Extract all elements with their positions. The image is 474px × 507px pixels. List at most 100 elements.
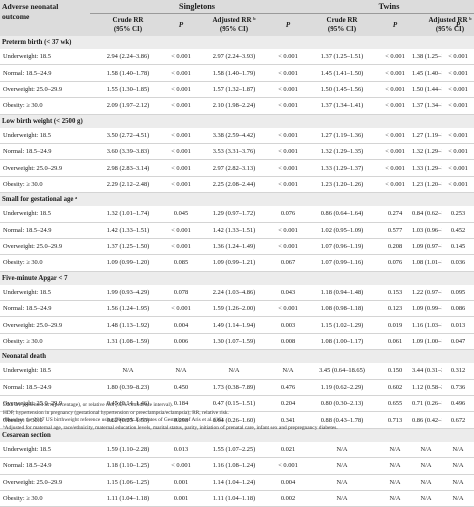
table-row: Normal: 18.5–24.9 1.58 (1.40–1.78) < 0.001…	[0, 64, 474, 82]
twins-p-adjusted-cell: 0.013	[442, 316, 474, 334]
row-label: Obesity: ≥ 30.0	[0, 411, 90, 429]
singletons-adjusted-rr-cell: 1.73 (0.38–7.89)	[196, 379, 272, 397]
footnote-4: ᵇAdjusted for maternal age, race/ethnici…	[3, 424, 338, 431]
row-label: Underweight: 18.5	[0, 363, 90, 380]
twins-crude-rr-cell: 1.45 (1.41–1.50)	[304, 64, 381, 82]
twins-p2-header: P	[442, 13, 474, 36]
row-label: Obesity: ≥ 30.0	[0, 333, 90, 351]
table-row: Obesity: ≥ 30.0 0.62 (0.25–1.53) 0.298 0.64…	[0, 411, 474, 429]
row-label: Normal: 18.5–24.9	[0, 379, 90, 397]
crude-rr-label: Crude RR	[326, 16, 358, 24]
row-label: Underweight: 18.5	[0, 284, 90, 302]
singletons-p-crude-cell: < 0.001	[166, 64, 196, 82]
singletons-p-crude-cell: < 0.001	[166, 127, 196, 144]
twins-crude-rr-cell: 1.32 (1.29–1.35)	[304, 143, 381, 161]
singletons-crude-rr-cell: 1.58 (1.40–1.78)	[90, 64, 166, 82]
twins-p-adjusted-cell: N/A	[442, 490, 474, 507]
singletons-p-adjusted-cell: 0.008	[272, 333, 305, 351]
singletons-p-crude-cell: 0.006	[166, 333, 196, 351]
table-row: Overweight: 25.0–29.9 0.45 (0.14–1.46) 0.1…	[0, 395, 474, 413]
twins-p-crude-cell: < 0.001	[380, 64, 411, 82]
singletons-p-crude-cell: < 0.001	[166, 159, 196, 177]
row-label: Underweight: 18.5	[0, 127, 90, 144]
row-label: Underweight: 18.5	[0, 206, 90, 223]
section-title: Neonatal death	[0, 349, 474, 364]
singletons-p-crude-cell: 0.045	[166, 206, 196, 223]
singletons-crude-rr-cell: 1.11 (1.04–1.18)	[90, 490, 166, 507]
twins-p-crude-cell: 0.577	[380, 222, 411, 239]
twins-adjusted-rr-cell: 1.08 (1.01–1.17)	[410, 254, 443, 272]
singletons-crude-rr-cell: 2.09 (1.97–2.12)	[90, 97, 166, 115]
footnotes: Data are presented as n(percentage), or …	[3, 402, 471, 432]
twins-p-adjusted-cell: 0.736	[442, 379, 474, 397]
twins-adjusted-rr-cell: N/A	[410, 441, 443, 459]
twins-adjusted-rr-cell: 1.50 (1.44–1.55)	[410, 81, 443, 99]
twins-adjusted-rr-cell: N/A	[410, 474, 443, 491]
singletons-p-crude-cell: < 0.001	[166, 49, 196, 66]
singletons-adjusted-rr-cell: 1.16 (1.08–1.24)	[196, 457, 272, 475]
singletons-p-adjusted-cell: < 0.001	[272, 97, 305, 115]
twins-p-adjusted-cell: < 0.001	[442, 64, 474, 82]
singletons-adjusted-rr-cell: 3.53 (3.31–3.76)	[196, 143, 272, 161]
twins-crude-rr-cell: 1.23 (1.20–1.26)	[304, 176, 381, 194]
p-label: P	[392, 20, 398, 29]
table-row: Normal: 18.5–24.9 3.60 (3.39–3.83) < 0.001…	[0, 143, 474, 161]
twins-crude-rr-cell: 1.08 (1.00–1.17)	[304, 333, 381, 351]
twins-crude-rr-cell: 0.88 (0.43–1.78)	[304, 411, 381, 429]
p-label: P	[455, 20, 461, 29]
twins-adjusted-rr-cell: 1.09 (0.97–1.21)	[410, 238, 443, 256]
twins-p-adjusted-cell: < 0.001	[442, 159, 474, 177]
singletons-adjusted-header: Adjusted RR ᵇ (95% CI)	[196, 13, 272, 36]
twins-crude-rr-cell: N/A	[304, 457, 381, 475]
row-label: Normal: 18.5–24.9	[0, 143, 90, 161]
twins-crude-rr-cell: 1.37 (1.34–1.41)	[304, 97, 381, 115]
singletons-p-adjusted-cell: < 0.001	[272, 64, 305, 82]
singletons-p-adjusted-cell: 0.076	[272, 206, 305, 223]
singletons-p-adjusted-cell: 0.204	[272, 395, 305, 413]
outcome-header: Adverse neonatal outcome	[0, 0, 90, 36]
twins-crude-rr-cell: 1.50 (1.45–1.56)	[304, 81, 381, 99]
twins-p-crude-cell: 0.713	[380, 411, 411, 429]
singletons-p-crude-cell: 0.184	[166, 395, 196, 413]
singletons-crude-rr-cell: 1.15 (1.06–1.25)	[90, 474, 166, 491]
twins-p-crude-cell: 0.153	[380, 284, 411, 302]
section-title: Low birth weight (< 2500 g)	[0, 114, 474, 128]
twins-adjusted-rr-cell: 1.22 (0.97–1.53)	[410, 284, 443, 302]
singletons-crude-rr-cell: 1.56 (1.24–1.95)	[90, 300, 166, 318]
singletons-p-crude-cell: < 0.001	[166, 81, 196, 99]
singletons-crude-header: Crude RR (95% CI)	[90, 13, 166, 36]
row-label: Overweight: 25.0–29.9	[0, 81, 90, 99]
twins-p-adjusted-cell: 0.253	[442, 206, 474, 223]
section-header-row: Neonatal death	[0, 349, 474, 364]
twins-p-adjusted-cell: < 0.001	[442, 49, 474, 66]
twins-adjusted-rr-cell: 1.37 (1.34–1.41)	[410, 97, 443, 115]
twins-p-crude-cell: 0.019	[380, 316, 411, 334]
adjusted-rr-label: Adjusted RR ᵇ	[212, 16, 256, 24]
table-row: Overweight: 25.0–29.9 1.48 (1.13–1.92) 0.0…	[0, 316, 474, 334]
singletons-p-adjusted-cell: 0.004	[272, 474, 305, 491]
twins-p-crude-cell: N/A	[380, 474, 411, 491]
singletons-adjusted-rr-cell: 2.10 (1.98–2.24)	[196, 97, 272, 115]
twins-adjusted-rr-cell: 0.71 (0.26–1.91)	[410, 395, 443, 413]
table-row: Overweight: 25.0–29.9 1.55 (1.30–1.85) < 0…	[0, 81, 474, 99]
twins-adjusted-rr-cell: 1.23 (1.20–1.26)	[410, 176, 443, 194]
singletons-crude-rr-cell: 2.98 (2.83–3.14)	[90, 159, 166, 177]
twins-crude-rr-cell: 1.33 (1.29–1.37)	[304, 159, 381, 177]
twins-crude-rr-cell: N/A	[304, 490, 381, 507]
singletons-p-crude-cell: 0.085	[166, 254, 196, 272]
twins-crude-rr-cell: 1.15 (1.02–1.29)	[304, 316, 381, 334]
twins-p-adjusted-cell: < 0.001	[442, 97, 474, 115]
twins-p-crude-cell: < 0.001	[380, 159, 411, 177]
singletons-crude-rr-cell: 1.42 (1.33–1.51)	[90, 222, 166, 239]
singletons-adjusted-rr-cell: 1.59 (1.26–2.00)	[196, 300, 272, 318]
singletons-p2-header: P	[272, 13, 305, 36]
singletons-crude-rr-cell: 1.37 (1.25–1.50)	[90, 238, 166, 256]
table-row: Overweight: 25.0–29.9 1.15 (1.06–1.25) 0.0…	[0, 474, 474, 491]
singletons-adjusted-rr-cell: 1.09 (0.99–1.21)	[196, 254, 272, 272]
singletons-p-adjusted-cell: 0.043	[272, 284, 305, 302]
crude-rr-label: Crude RR	[112, 16, 144, 24]
singletons-crude-rr-cell: 1.80 (0.39–8.23)	[90, 379, 166, 397]
singletons-p-crude-cell: 0.001	[166, 490, 196, 507]
singletons-adjusted-rr-cell: 2.97 (2.24–3.93)	[196, 49, 272, 66]
